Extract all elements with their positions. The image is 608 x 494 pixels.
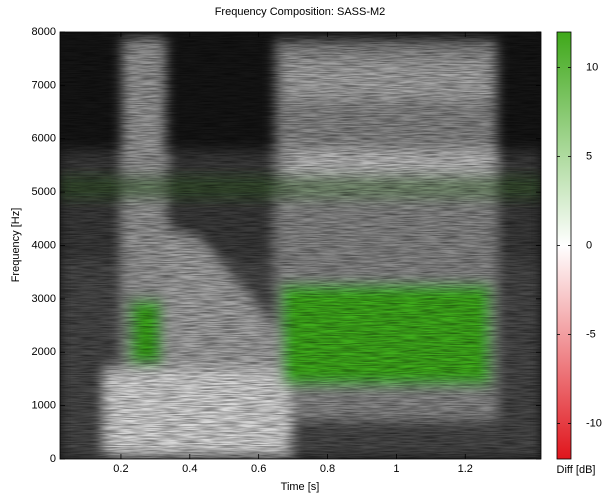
colorbar-tick-label: -10 (586, 417, 602, 429)
y-tick-label: 3000 (32, 293, 56, 305)
chart-title: Frequency Composition: SASS-M2 (215, 6, 386, 18)
spectrogram-image (60, 32, 541, 459)
x-tick-label: 1.2 (458, 463, 473, 475)
x-axis-label: Time [s] (281, 481, 320, 493)
y-tick-label: 4000 (32, 239, 56, 251)
y-tick-label: 0 (50, 453, 56, 465)
y-axis-label: Frequency [Hz] (10, 208, 22, 283)
colorbar-tick-label: -5 (586, 328, 596, 340)
x-tick-label: 0.8 (320, 463, 335, 475)
x-tick-label: 1 (393, 463, 399, 475)
y-tick-label: 7000 (32, 79, 56, 91)
y-tick-label: 5000 (32, 186, 56, 198)
x-tick-label: 0.6 (251, 463, 266, 475)
y-tick-label: 6000 (32, 133, 56, 145)
colorbar-tick-label: 0 (586, 239, 592, 251)
y-tick-label: 8000 (32, 26, 56, 38)
colorbar-label: Diff [dB] (557, 464, 596, 476)
x-tick-label: 0.4 (182, 463, 197, 475)
y-tick-label: 2000 (32, 346, 56, 358)
x-tick-label: 0.2 (113, 463, 128, 475)
colorbar-tick-label: 10 (586, 61, 598, 73)
y-tick-label: 1000 (32, 400, 56, 412)
colorbar-tick-label: 5 (586, 150, 592, 162)
